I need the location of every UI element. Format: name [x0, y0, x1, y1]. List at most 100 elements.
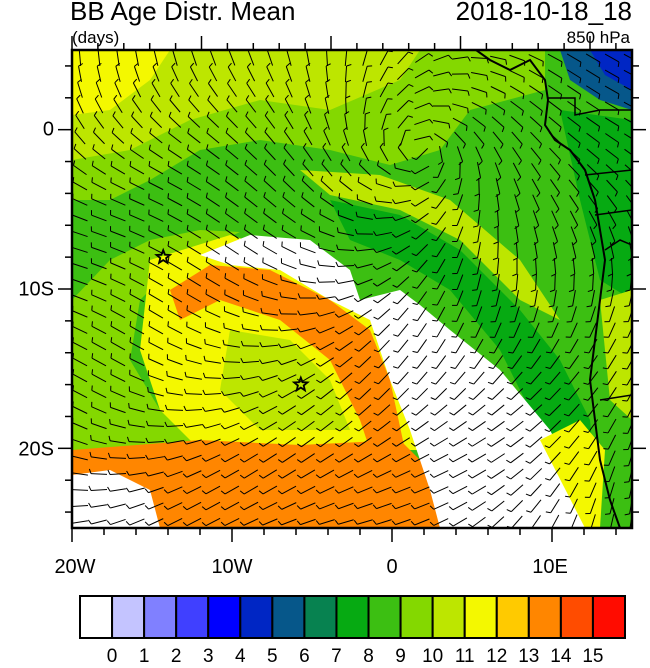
wind-barb-feather: [300, 259, 301, 264]
colorbar-label: 10: [422, 646, 443, 668]
wind-barb-feather: [466, 126, 467, 131]
wind-barb-feather: [224, 323, 225, 328]
wind-barb: [395, 186, 411, 187]
wind-barb-feather: [149, 273, 150, 278]
wind-barb-feather: [603, 352, 608, 353]
wind-barb-feather: [91, 435, 92, 440]
age-field: [70, 47, 639, 531]
colorbar-label: 4: [235, 646, 246, 668]
colorbar-label: 3: [203, 646, 214, 668]
colorbar-box: [304, 596, 336, 638]
wind-barb-feather: [206, 289, 207, 294]
wind-barb-feather: [148, 387, 149, 392]
wind-barb: [555, 274, 556, 290]
colorbar-box: [240, 596, 272, 638]
wind-barb-feather: [111, 321, 112, 326]
wind-barb-feather: [149, 257, 150, 262]
wind-barb-feather: [605, 514, 610, 515]
wind-barb-feather: [168, 225, 169, 230]
wind-barb-feather: [111, 337, 112, 342]
colorbar-box: [272, 596, 304, 638]
wind-barb-feather: [624, 482, 629, 483]
colorbar-label: 8: [363, 646, 374, 668]
colorbar-label: 11: [455, 646, 475, 668]
colorbar-box: [433, 596, 465, 638]
lat-label-10s: 10S: [18, 279, 54, 302]
wind-barb-feather: [432, 304, 437, 305]
colorbar-box: [529, 596, 561, 638]
colorbar-label: 6: [299, 646, 310, 668]
colorbar-box: [336, 596, 368, 638]
colorbar-label: 13: [518, 646, 539, 668]
colorbar-label: 2: [171, 646, 182, 668]
wind-barb-feather: [637, 110, 638, 115]
wind-barb-feather: [561, 62, 562, 67]
colorbar-label: 7: [331, 646, 342, 668]
wind-barb: [72, 490, 88, 491]
lat-label-20s: 20S: [18, 439, 54, 462]
wind-barb-feather: [111, 353, 112, 358]
wind-barb-feather: [168, 305, 169, 310]
colorbar-box: [144, 596, 176, 638]
wind-barb-feather: [635, 175, 637, 180]
wind-barb-feather: [565, 496, 570, 497]
wind-barb-feather: [432, 320, 437, 321]
colorbar-label: 0: [107, 646, 118, 668]
wind-barb-feather: [149, 177, 150, 182]
colorbar-box: [497, 596, 529, 638]
wind-barb-feather: [472, 290, 477, 291]
wind-barb: [224, 362, 240, 363]
colorbar-label: 15: [582, 646, 603, 668]
wind-barb-feather: [92, 321, 93, 326]
wind-barb-feather: [244, 257, 245, 262]
wind-barb-feather: [92, 337, 93, 342]
colorbar-box: [561, 596, 593, 638]
wind-barb-feather: [149, 241, 150, 246]
wind-barb-feather: [149, 161, 150, 166]
wind-barb-feather: [130, 337, 131, 342]
colorbar-box: [593, 596, 625, 638]
wind-barb: [243, 346, 259, 347]
wind-barb: [574, 274, 575, 290]
lon-label-20w: 20W: [54, 556, 95, 579]
colorbar-box: [80, 596, 112, 638]
wind-barb-feather: [92, 353, 93, 358]
wind-barb-feather: [167, 371, 168, 376]
colorbar-label: 14: [550, 646, 571, 668]
wind-barb-feather: [622, 368, 627, 369]
wind-barb-feather: [111, 305, 112, 310]
wind-barb-feather: [622, 400, 627, 401]
wind-barb-feather: [130, 273, 131, 278]
wind-barb-feather: [130, 289, 131, 294]
wind-barb: [498, 242, 499, 258]
colorbar-box: [369, 596, 401, 638]
wind-barb-feather: [622, 384, 627, 385]
wind-barb-feather: [243, 307, 244, 312]
colorbar-label: 5: [267, 646, 278, 668]
wind-barb-feather: [168, 209, 169, 214]
wind-barb: [91, 474, 107, 475]
wind-barb-feather: [320, 209, 321, 214]
colorbar-box: [401, 596, 433, 638]
wind-barb-feather: [491, 306, 496, 307]
wind-barb-feather: [281, 275, 282, 280]
wind-barb-feather: [92, 369, 93, 374]
wind-barb-feather: [637, 142, 638, 147]
wind-barb-feather: [168, 193, 169, 198]
wind-barb-feather: [625, 530, 630, 531]
wind-barb-feather: [262, 291, 263, 296]
wind-barb-feather: [130, 305, 131, 310]
wind-barb-feather: [92, 177, 93, 182]
wind-barb-feather: [432, 288, 437, 289]
wind-barb-feather: [318, 243, 319, 248]
wind-barb-feather: [168, 177, 169, 182]
colorbar-box: [176, 596, 208, 638]
colorbar-box: [112, 596, 144, 638]
lat-label-0: 0: [43, 119, 54, 142]
wind-barb-feather: [129, 403, 130, 408]
wind-barb-feather: [388, 67, 393, 68]
colorbar-label: 12: [486, 646, 507, 668]
colorbar-box: [208, 596, 240, 638]
lon-label-0: 0: [386, 556, 397, 579]
wind-barb-feather: [187, 305, 188, 310]
